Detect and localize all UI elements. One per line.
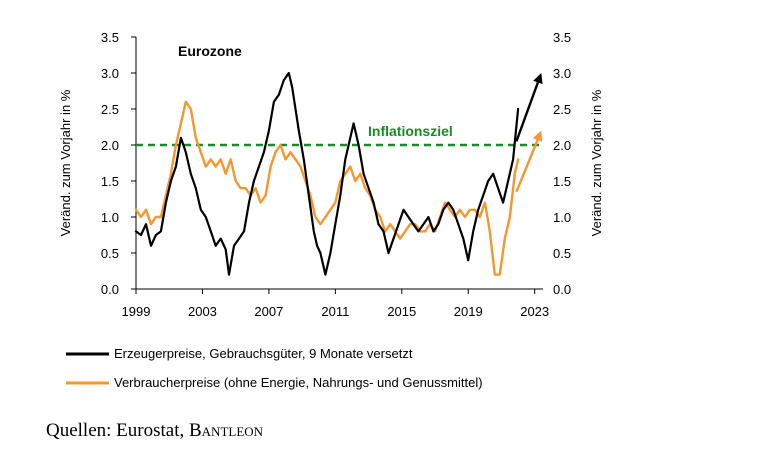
left-y-tick-label: 1.5 xyxy=(101,174,119,189)
right-y-tick-label: 1.0 xyxy=(553,210,571,225)
left-y-tick-label: 0.0 xyxy=(101,282,119,297)
chart-title: Eurozone xyxy=(178,43,242,59)
series-line-consumer-prices xyxy=(134,100,520,276)
right-y-tick-label: 2.0 xyxy=(553,138,571,153)
legend-label-consumer: Verbraucherpreise (ohne Energie, Nahrung… xyxy=(114,375,483,390)
left-y-tick-label: 1.0 xyxy=(101,210,119,225)
x-ticks: 1999 2003 2007 2011 2015 2019 2023 xyxy=(122,289,549,319)
left-y-tick-label: 2.5 xyxy=(101,102,119,117)
legend-label-producer: Erzeugerpreise, Gebrauchsgüter, 9 Monate… xyxy=(114,346,413,361)
series-layer xyxy=(134,71,520,276)
left-y-tick-label: 3.0 xyxy=(101,66,119,81)
right-y-tick-label: 3.5 xyxy=(553,30,571,45)
x-tick-label: 2003 xyxy=(188,304,217,319)
left-y-axis: 0.0 0.5 1.0 1.5 2.0 2.5 3.0 3.5 Veränd. zum Vor… xyxy=(58,30,137,297)
source-prefix: Quellen: Eurostat, xyxy=(46,420,189,441)
right-y-tick-label: 3.0 xyxy=(553,66,571,81)
x-tick-label: 2019 xyxy=(454,304,483,319)
arrow-producer-trend xyxy=(515,81,540,142)
right-y-tick-label: 0.0 xyxy=(553,282,571,297)
left-y-axis-title: Veränd. zum Vorjahr in % xyxy=(58,89,73,236)
x-tick-label: 2007 xyxy=(254,304,283,319)
left-y-tick-label: 2.0 xyxy=(101,138,119,153)
right-y-ticks: 0.0 0.5 1.0 1.5 2.0 2.5 3.0 3.5 xyxy=(553,30,571,297)
right-y-axis: 0.0 0.5 1.0 1.5 2.0 2.5 3.0 3.5 Veränd. zum Vor… xyxy=(553,30,604,297)
inflation-target: Inflationsziel xyxy=(136,123,543,147)
arrow-head-consumer xyxy=(532,130,543,142)
legend: Erzeugerpreise, Gebrauchsgüter, 9 Monate… xyxy=(66,346,483,390)
series-line-producer-prices xyxy=(134,71,520,276)
left-y-tick-label: 0.5 xyxy=(101,246,119,261)
x-tick-label: 2011 xyxy=(321,304,349,319)
right-y-tick-label: 1.5 xyxy=(553,174,571,189)
left-y-tick-label: 3.5 xyxy=(101,30,119,45)
right-y-axis-title: Veränd. zum Vorjahr in % xyxy=(589,89,604,236)
x-axis: 1999 2003 2007 2011 2015 2019 2023 xyxy=(122,288,549,319)
x-tick-label: 1999 xyxy=(122,304,151,319)
source-note: Quellen: Eurostat, Bantleon xyxy=(46,420,263,442)
arrow-layer xyxy=(515,73,543,193)
x-tick-label: 2023 xyxy=(520,304,549,319)
right-y-tick-label: 0.5 xyxy=(553,246,571,261)
arrow-head-producer xyxy=(533,73,543,85)
right-y-tick-label: 2.5 xyxy=(553,102,571,117)
arrow-consumer-trend xyxy=(515,139,539,193)
source-brand: Bantleon xyxy=(189,420,264,441)
inflation-target-label: Inflationsziel xyxy=(368,123,453,139)
left-y-ticks: 0.0 0.5 1.0 1.5 2.0 2.5 3.0 3.5 xyxy=(101,30,136,297)
x-tick-label: 2015 xyxy=(387,304,416,319)
